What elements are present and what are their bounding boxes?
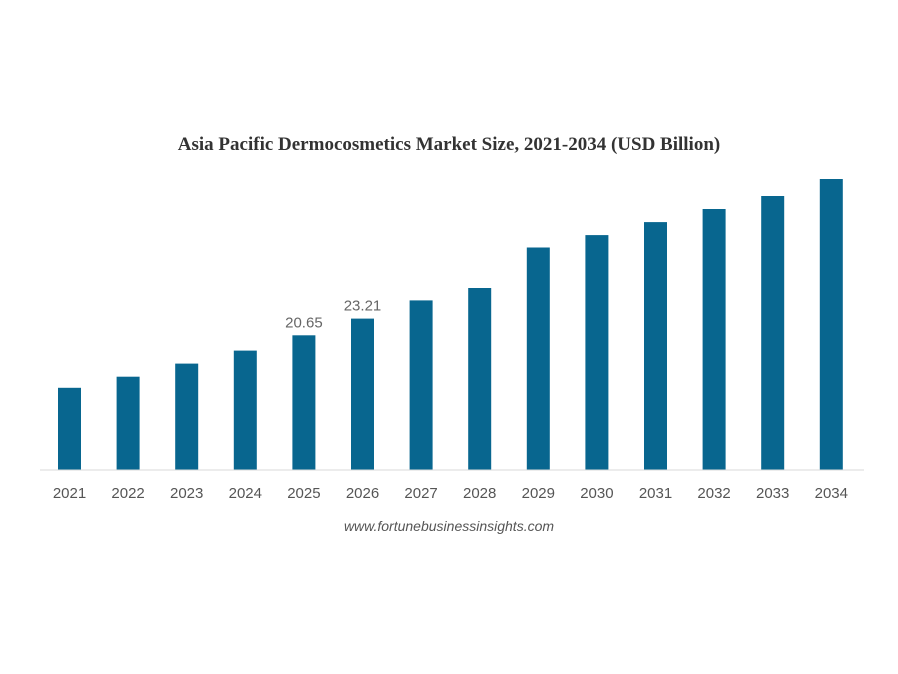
x-tick-label-2028: 2028 <box>463 485 496 502</box>
chart-title: Asia Pacific Dermocosmetics Market Size,… <box>177 134 721 155</box>
bar-2024 <box>233 350 257 470</box>
bar-2028 <box>468 288 492 470</box>
bar-2034 <box>819 179 843 470</box>
bars-layer <box>58 179 843 470</box>
bar-2031 <box>644 222 667 470</box>
x-tick-label-2030: 2030 <box>580 485 613 502</box>
bar-2032 <box>702 209 726 470</box>
bar-2029 <box>526 247 550 470</box>
bar-2023 <box>175 363 199 470</box>
x-tick-label-2027: 2027 <box>404 485 437 502</box>
bar-2025 <box>292 335 316 470</box>
bar-2030 <box>585 235 609 470</box>
bar-2021 <box>58 387 81 470</box>
bar-2022 <box>116 376 140 470</box>
bar-2033 <box>761 196 785 470</box>
data-labels-layer: 20.65 23.21 <box>285 298 381 332</box>
data-label-2025: 20.65 <box>285 314 323 331</box>
x-tick-label-2021: 2021 <box>53 485 86 502</box>
x-tick-label-2023: 2023 <box>170 485 203 502</box>
bar-2026 <box>351 318 374 470</box>
data-label-2026: 23.21 <box>344 298 382 315</box>
x-tick-label-2024: 2024 <box>229 485 262 502</box>
x-axis-tick-labels: 2021 2022 2023 2024 2025 2026 2027 2028 2029 2030… <box>53 485 848 502</box>
x-tick-label-2025: 2025 <box>287 485 320 502</box>
x-tick-label-2031: 2031 <box>639 485 672 502</box>
x-tick-label-2033: 2033 <box>756 485 789 502</box>
bar-2027 <box>409 300 433 470</box>
source-credit: www.fortunebusinessinsights.com <box>343 518 555 534</box>
x-tick-label-2029: 2029 <box>522 485 555 502</box>
x-tick-label-2026: 2026 <box>346 485 379 502</box>
x-tick-label-2034: 2034 <box>815 485 848 502</box>
x-tick-label-2032: 2032 <box>697 485 730 502</box>
x-tick-label-2022: 2022 <box>111 485 144 502</box>
